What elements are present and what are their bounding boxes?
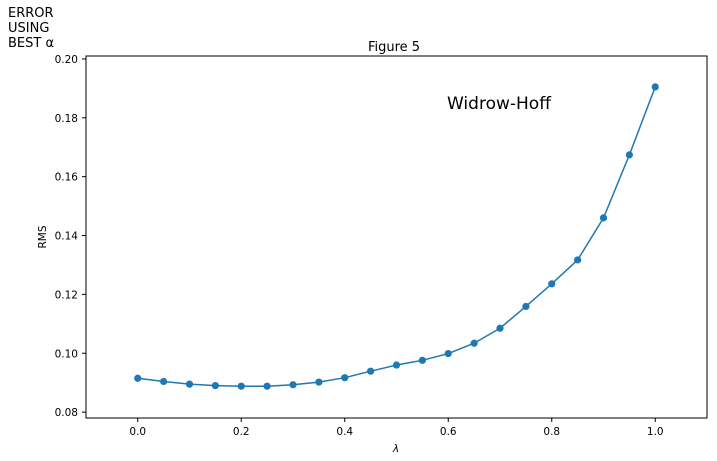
data-point [651, 83, 659, 91]
data-point [237, 382, 245, 390]
x-tick-label: 0.2 [233, 426, 250, 438]
x-tick-label: 0.8 [543, 426, 560, 438]
data-point [367, 367, 375, 375]
x-axis-label: λ [392, 443, 399, 455]
data-point [341, 374, 349, 382]
data-point [496, 324, 504, 332]
x-tick-label: 0.4 [336, 426, 353, 438]
data-point [625, 151, 633, 159]
y-tick-label: 0.14 [55, 231, 79, 243]
y-tick-label: 0.20 [55, 54, 78, 66]
series-rms [134, 83, 659, 390]
y-tick-label: 0.10 [55, 348, 78, 360]
data-point [211, 382, 219, 390]
side-label-line: USING [8, 21, 50, 36]
x-tick-label: 1.0 [647, 426, 664, 438]
data-point [315, 378, 323, 386]
chart-title: Figure 5 [368, 40, 420, 55]
data-point [392, 361, 401, 369]
data-point [289, 381, 297, 389]
side-label-line: ERROR [8, 6, 54, 21]
data-point [418, 356, 426, 364]
y-tick-label: 0.18 [55, 113, 78, 125]
data-point [522, 302, 530, 311]
side-label-line: BEST α [8, 36, 55, 51]
plot-frame [85, 55, 708, 419]
data-point [444, 349, 452, 358]
series-line [137, 86, 656, 387]
data-point [263, 382, 271, 390]
data-point [574, 256, 582, 264]
x-tick-label: 0.0 [129, 426, 146, 438]
data-point [160, 377, 168, 386]
y-axis: 0.08 0.10 0.12 0.14 0.16 0.18 0.20 [55, 54, 86, 419]
figure-side-label: ERROR USING BEST α [8, 6, 54, 51]
x-tick-label: 0.6 [440, 426, 457, 438]
x-axis: 0.0 0.2 0.4 0.6 0.8 1.0 [129, 418, 664, 438]
data-point [599, 214, 608, 222]
data-point [548, 280, 556, 288]
y-tick-label: 0.16 [55, 172, 79, 184]
data-point [134, 374, 142, 382]
widrow-hoff-annotation: Widrow-Hoff [447, 94, 552, 114]
data-point [470, 339, 478, 347]
y-tick-label: 0.08 [55, 407, 78, 419]
y-tick-label: 0.12 [55, 289, 78, 301]
y-axis-label: RMS [37, 225, 49, 248]
data-point [185, 380, 194, 388]
